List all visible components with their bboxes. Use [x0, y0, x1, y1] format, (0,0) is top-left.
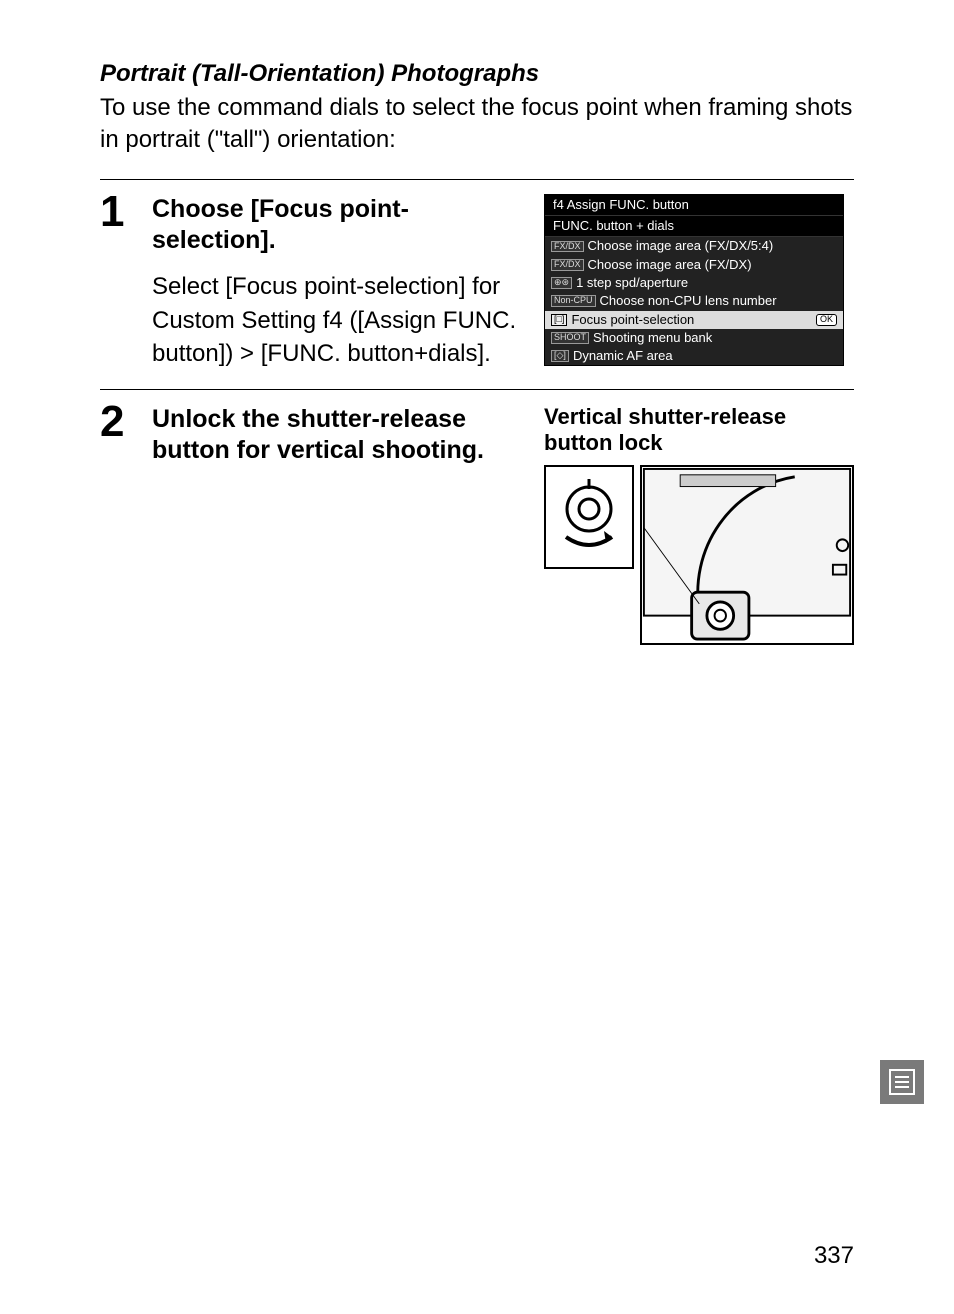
figure-caption: Vertical shutter-release button lock — [544, 404, 854, 457]
menu-item-icon: ⊕⊛ — [551, 277, 572, 289]
dial-icon — [554, 475, 624, 559]
step-heading: Choose [Focus point-selection]. — [152, 194, 524, 257]
menu-item-icon: FX/DX — [551, 259, 584, 271]
step-number: 1 — [100, 190, 134, 371]
menu-item: ⊕⊛ 1 step spd/aperture — [545, 274, 843, 292]
step-heading: Unlock the shutter-release button for ve… — [152, 404, 524, 467]
step-number: 2 — [100, 400, 134, 645]
menu-item-icon: Non-CPU — [551, 295, 596, 307]
menu-item-icon: SHOOT — [551, 332, 589, 344]
menu-item-label: Dynamic AF area — [573, 349, 673, 363]
menu-item-icon: [□] — [551, 314, 567, 326]
menu-item-label: Choose image area (FX/DX) — [588, 258, 752, 272]
menu-item: FX/DX Choose image area (FX/DX) — [545, 256, 843, 274]
menu-item-label: Focus point-selection — [571, 313, 694, 327]
menu-item-label: 1 step spd/aperture — [576, 276, 688, 290]
dial-illustration — [544, 465, 634, 569]
step-description: Select [Focus point-selection] for Custo… — [152, 270, 524, 371]
menu-item-icon: [◇] — [551, 350, 569, 362]
menu-item: SHOOT Shooting menu bank — [545, 329, 843, 347]
margin-menu-icon — [880, 1060, 924, 1104]
intro-text: To use the command dials to select the f… — [100, 92, 854, 157]
camera-menu-screenshot: f4 Assign FUNC. button FUNC. button + di… — [544, 194, 844, 367]
page-number: 337 — [814, 1242, 854, 1270]
menu-item-icon: FX/DX — [551, 241, 584, 253]
menu-item-selected: [□] Focus point-selection OK — [545, 311, 843, 329]
section-title: Portrait (Tall-Orientation) Photographs — [100, 60, 854, 88]
menu-item-label: Choose non-CPU lens number — [600, 294, 777, 308]
menu-item-label: Choose image area (FX/DX/5:4) — [588, 239, 774, 253]
menu-item: [◇] Dynamic AF area — [545, 347, 843, 365]
menu-item: FX/DX Choose image area (FX/DX/5:4) — [545, 237, 843, 255]
menu-subtitle: FUNC. button + dials — [545, 216, 843, 237]
step-2: 2 Unlock the shutter-release button for … — [100, 390, 854, 663]
menu-item-label: Shooting menu bank — [593, 331, 712, 345]
camera-illustration — [544, 465, 854, 645]
menu-title: f4 Assign FUNC. button — [545, 195, 843, 216]
step-1: 1 Choose [Focus point-selection]. Select… — [100, 180, 854, 389]
menu-item: Non-CPU Choose non-CPU lens number — [545, 292, 843, 310]
camera-body-illustration — [640, 465, 854, 645]
camera-icon — [642, 467, 852, 643]
ok-badge: OK — [816, 314, 837, 326]
